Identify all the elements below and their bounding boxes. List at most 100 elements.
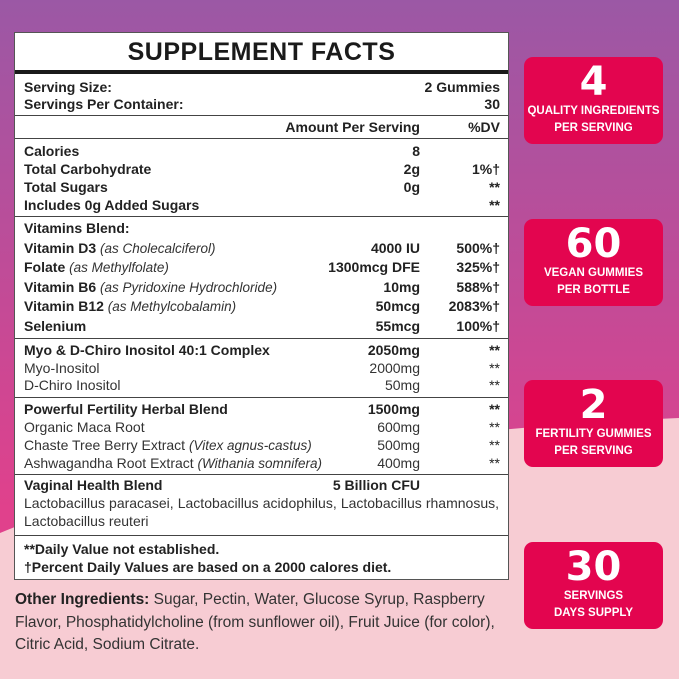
nutrient-source: (as Cholecalciferol) <box>100 240 216 256</box>
divider <box>15 474 508 475</box>
amount-value: 600mg <box>377 419 420 435</box>
nutrient-name: Vitamin D3 (as Cholecalciferol) <box>24 239 216 258</box>
daily-value: 325%† <box>456 259 500 275</box>
nutrient-name: Powerful Fertility Herbal Blend <box>24 400 228 418</box>
amount-value: 50mcg <box>375 298 420 314</box>
nutrient-row: Vitamin B6 (as Pyridoxine Hydrochloride)… <box>15 278 508 296</box>
nutrient-name-text: Chaste Tree Berry Extract <box>24 437 186 453</box>
daily-value: ** <box>489 179 500 195</box>
nutrient-name: Chaste Tree Berry Extract (Vitex agnus-c… <box>24 436 312 455</box>
divider <box>15 397 508 398</box>
divider <box>15 535 508 536</box>
nutrient-name: D-Chiro Inositol <box>24 376 120 394</box>
divider <box>15 138 508 139</box>
daily-value: ** <box>489 197 500 213</box>
nutrient-source: (Vitex agnus-castus) <box>188 438 312 453</box>
amount-value: 2000mg <box>369 359 420 376</box>
nutrient-name-text: **Daily Value not established. <box>24 541 220 557</box>
nutrient-name-text: Total Carbohydrate <box>24 161 152 177</box>
feature-badge: 60 VEGAN GUMMIES PER BOTTLE <box>524 219 663 306</box>
nutrient-name: Total Sugars <box>24 178 108 196</box>
servings-per-container-label: Servings Per Container: <box>24 96 184 112</box>
nutrient-name: Vitamins Blend: <box>24 219 130 237</box>
nutrient-row: Total Sugars 0g ** <box>15 178 508 196</box>
nutrient-name-text: Myo & D-Chiro Inositol 40:1 Complex <box>24 342 270 358</box>
column-header-row: Amount Per Serving %DV <box>15 118 508 136</box>
nutrient-name: Selenium <box>24 317 86 335</box>
nutrient-name-text: Ashwagandha Root Extract <box>24 455 194 471</box>
badge-label-line2: PER SERVING <box>554 445 633 457</box>
nutrient-source: (as Methylcobalamin) <box>107 299 237 314</box>
nutrient-row: **Daily Value not established. <box>15 540 508 558</box>
badge-label-line1: QUALITY INGREDIENTS <box>527 105 660 117</box>
nutrient-name: Vaginal Health Blend <box>24 476 162 494</box>
amount-value: 1300mcg DFE <box>328 259 420 275</box>
daily-value: 588%† <box>456 278 500 295</box>
amount-value: 2050mg <box>367 342 420 358</box>
nutrient-row: Calories 8 <box>15 142 508 160</box>
nutrient-name-text: Total Sugars <box>24 179 108 195</box>
nutrient-row: Chaste Tree Berry Extract (Vitex agnus-c… <box>15 436 508 454</box>
badge-label-line2: PER SERVING <box>554 122 633 134</box>
nutrient-row: †Percent Daily Values are based on a 200… <box>15 558 508 576</box>
nutrient-name-text: Vaginal Health Blend <box>24 477 163 493</box>
nutrient-name: Folate (as Methylfolate) <box>24 258 169 277</box>
badge-label-line2: DAYS SUPPLY <box>553 607 634 619</box>
daily-value: 2083%† <box>448 298 500 314</box>
serving-size-row: Serving Size: 2 Gummies <box>15 78 508 96</box>
nutrient-name-text: Folate <box>24 259 66 275</box>
badge-number: 2 <box>579 382 608 428</box>
nutrient-name-text: Vitamin B12 <box>24 298 104 314</box>
daily-value: 1%† <box>471 161 500 177</box>
amount-value: 500mg <box>377 437 420 453</box>
nutrient-row: Vitamin B12 (as Methylcobalamin) 50mcg 208… <box>15 297 508 315</box>
badge-number: 30 <box>565 544 622 590</box>
divider <box>15 338 508 339</box>
servings-per-container-value: 30 <box>484 96 500 112</box>
nutrient-row: Total Carbohydrate 2g 1%† <box>15 160 508 178</box>
nutrient-row: Folate (as Methylfolate) 1300mcg DFE 325%† <box>15 258 508 276</box>
badge-number: 60 <box>565 221 622 267</box>
amount-value: 5 Billion CFU <box>332 477 420 493</box>
nutrient-name: Lactobacillus paracasei, Lactobacillus a… <box>24 494 499 530</box>
servings-per-container-row: Servings Per Container: 30 <box>15 95 508 113</box>
supplement-facts-panel: SUPPLEMENT FACTS Serving Size: 2 Gummies… <box>14 32 509 580</box>
nutrient-name: **Daily Value not established. <box>24 540 219 558</box>
daily-value: ** <box>489 401 500 417</box>
nutrient-name: †Percent Daily Values are based on a 200… <box>24 558 391 576</box>
feature-badge: 2 FERTILITY GUMMIES PER SERVING <box>524 380 663 467</box>
daily-value: ** <box>489 359 500 376</box>
thick-divider <box>15 70 508 74</box>
nutrient-row: Vitamin D3 (as Cholecalciferol) 4000 IU 50… <box>15 239 508 257</box>
nutrient-source: (Withania somnifera) <box>197 456 322 471</box>
other-ingredients-text: Sugar, Pectin, Water, Glucose Syrup, Ras… <box>15 591 495 653</box>
nutrient-name: Ashwagandha Root Extract (Withania somni… <box>24 454 322 473</box>
nutrient-name-text: D-Chiro Inositol <box>24 377 121 393</box>
nutrient-name-text: Vitamin B6 <box>24 278 97 295</box>
nutrient-row: Vitamins Blend: <box>15 219 508 237</box>
amount-value: 1500mg <box>367 401 420 417</box>
nutrient-name-text: Includes 0g Added Sugars <box>24 197 200 213</box>
nutrient-name: Vitamin B12 (as Methylcobalamin) <box>24 297 236 316</box>
nutrient-name-text: Vitamins Blend: <box>24 220 130 236</box>
nutrient-row: Myo-Inositol 2000mg ** <box>15 359 508 377</box>
amount-value: 8 <box>412 143 420 159</box>
divider <box>15 216 508 217</box>
amount-header: Amount Per Serving <box>285 119 420 135</box>
nutrient-name: Myo & D-Chiro Inositol 40:1 Complex <box>24 341 270 359</box>
nutrient-row: Organic Maca Root 600mg ** <box>15 418 508 436</box>
nutrient-name-text: Lactobacillus paracasei, Lactobacillus a… <box>24 495 499 529</box>
daily-value: ** <box>489 342 500 358</box>
amount-value: 10mg <box>383 278 420 295</box>
nutrient-name-text: Myo-Inositol <box>24 359 100 376</box>
other-ingredients-label: Other Ingredients: <box>15 591 150 608</box>
nutrient-name: Total Carbohydrate <box>24 160 151 178</box>
serving-size-value: 2 Gummies <box>424 79 500 95</box>
badge-label-line2: PER BOTTLE <box>557 284 630 296</box>
nutrient-row: Myo & D-Chiro Inositol 40:1 Complex 2050m… <box>15 341 508 359</box>
amount-value: 55mcg <box>375 317 420 334</box>
badge-label-line1: VEGAN GUMMIES <box>543 267 644 279</box>
nutrient-name: Vitamin B6 (as Pyridoxine Hydrochloride) <box>24 278 277 297</box>
nutrient-row: Selenium 55mcg 100%† <box>15 317 508 335</box>
nutrient-row: Ashwagandha Root Extract (Withania somni… <box>15 454 508 472</box>
